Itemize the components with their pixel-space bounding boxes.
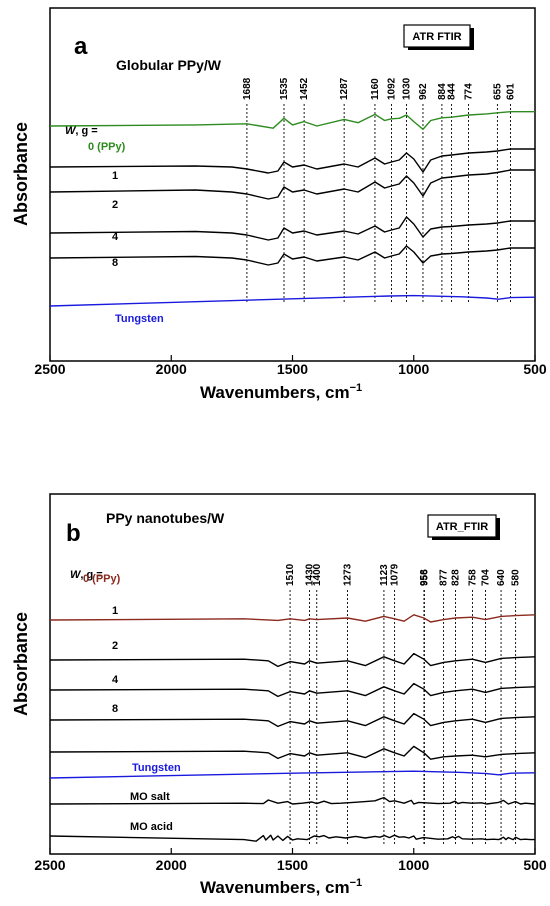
x-tick-label: 1500 (277, 361, 308, 377)
peak-label: 580 (511, 569, 522, 586)
series-line-2 (49, 169, 535, 200)
x-tick-label: 1000 (398, 857, 429, 873)
peak-label: 758 (467, 569, 478, 586)
series-b: 0 (PPy) 1 2 4 8 Tungsten MO salt MO acid (49, 573, 536, 842)
peak-label: 958 (419, 569, 430, 586)
series-label: 2 (112, 199, 118, 211)
x-tick-label: 500 (523, 361, 547, 377)
x-tick-label: 500 (523, 857, 547, 873)
series-line-tungsten (49, 770, 536, 779)
series-label: 2 (112, 640, 118, 652)
series-line-2 (49, 682, 536, 698)
peak-label: 877 (439, 569, 450, 586)
peak-label: 1079 (390, 563, 401, 586)
badge-b: ATR_FTIR (427, 514, 500, 540)
peak-label: 956 (419, 569, 430, 586)
panel-label-a: a (74, 33, 88, 60)
legend-header-a: W, g = (65, 125, 98, 137)
series-line-1 (49, 652, 536, 668)
peak-label: 962 (418, 83, 429, 100)
series-line-4 (49, 216, 535, 241)
svg-text:ATR_FTIR: ATR_FTIR (436, 521, 488, 533)
peak-label: 1030 (401, 77, 412, 100)
x-tick-label: 1000 (398, 361, 429, 377)
series-line-0-ppy- (49, 614, 536, 623)
peak-label: 1092 (386, 77, 397, 100)
legend-header-b: W, g = (70, 569, 103, 581)
x-ticks-a: 2500 2000 1500 1000 500 (34, 355, 547, 377)
peak-label: 1430 (304, 563, 315, 586)
series-line-8 (49, 245, 535, 266)
x-tick-label: 2500 (34, 857, 65, 873)
peak-label: 601 (506, 83, 517, 100)
series-line-1 (49, 148, 535, 174)
peak-label: 1510 (285, 563, 296, 586)
plot-frame-b (49, 493, 536, 855)
series-label: 4 (112, 674, 119, 686)
series-label: MO salt (130, 791, 170, 803)
badge-a: ATR FTIR (403, 24, 474, 50)
x-tick-label: 1500 (277, 857, 308, 873)
series-label: 0 (PPy) (88, 141, 126, 153)
series-line-0-ppy- (49, 111, 535, 130)
peak-label: 1688 (242, 77, 253, 100)
x-axis-label-a: Wavenumbers, cm−1 (200, 382, 362, 402)
series-label: 0 (PPy) (83, 573, 121, 585)
x-axis-label-b: Wavenumbers, cm−1 (200, 877, 362, 897)
series-line-mo-salt (49, 796, 536, 805)
panel-label-b: b (66, 520, 81, 547)
series-a: 0 (PPy) 1 2 4 8 Tungsten (49, 111, 536, 325)
series-line-8 (49, 745, 536, 760)
peak-label: 1287 (339, 77, 350, 100)
y-axis-label-b: Absorbance (11, 612, 31, 716)
chart-title-a: Globular PPy/W (116, 57, 222, 73)
peak-label: 655 (492, 83, 503, 100)
series-label: 8 (112, 257, 118, 269)
peak-label: 884 (437, 83, 448, 100)
x-tick-label: 2500 (34, 361, 65, 377)
peak-label: 1400 (312, 563, 323, 586)
peak-label: 1273 (343, 563, 354, 586)
peak-label: 704 (481, 569, 492, 586)
series-label: 4 (112, 231, 119, 243)
series-line-mo-acid (49, 834, 535, 842)
peak-label: 1452 (299, 77, 310, 100)
series-label: MO acid (130, 821, 173, 833)
series-label: Tungsten (132, 762, 181, 774)
x-tick-label: 2000 (156, 361, 187, 377)
panel-b: b PPy nanotubes/W ATR_FTIR Absorbance 25… (11, 493, 547, 897)
peak-label: 1535 (279, 77, 290, 100)
peak-label: 1160 (370, 78, 381, 100)
series-label: 1 (112, 170, 118, 182)
panel-a: a Globular PPy/W ATR FTIR Absorbance 250… (11, 7, 547, 402)
y-axis-label-a: Absorbance (11, 122, 31, 226)
series-label: 1 (112, 605, 118, 617)
x-tick-label: 2000 (156, 857, 187, 873)
peak-label: 828 (450, 569, 461, 586)
chart-title-b: PPy nanotubes/W (106, 510, 225, 526)
peak-label: 844 (447, 83, 458, 100)
series-line-4 (49, 712, 536, 728)
peak-label: 774 (464, 83, 475, 100)
series-line-tungsten (49, 294, 536, 307)
x-ticks-b: 2500 2000 1500 1000 500 (34, 848, 547, 873)
series-label: 8 (112, 703, 118, 715)
peak-label: 1123 (379, 564, 390, 586)
series-label: Tungsten (115, 313, 164, 325)
peak-label: 640 (496, 569, 507, 586)
svg-text:ATR FTIR: ATR FTIR (412, 31, 461, 43)
